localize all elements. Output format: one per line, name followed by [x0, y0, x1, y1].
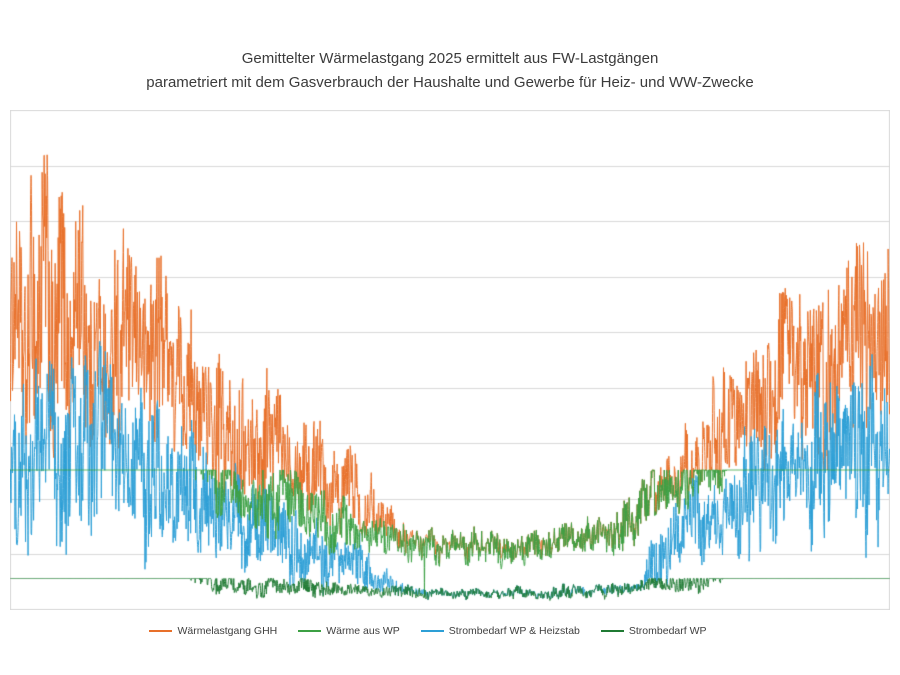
legend-marker-line	[149, 630, 173, 632]
plot-area	[10, 110, 890, 610]
legend-marker-line	[420, 630, 444, 632]
legend-marker-line	[600, 630, 624, 632]
legend-item: Wärme aus WP	[298, 625, 400, 637]
chart-title-line2: parametriert mit dem Gasverbrauch der Ha…	[146, 74, 754, 91]
legend-marker-line	[298, 630, 322, 632]
legend-item: Wärmelastgang GHH	[149, 625, 277, 637]
legend: Wärmelastgang GHH Wärme aus WP Strombedarf…	[0, 625, 878, 637]
legend-label: Wärmelastgang GHH	[177, 625, 278, 637]
legend-label: Strombedarf WP & Heizstab	[448, 625, 580, 637]
legend-item: Strombedarf WP & Heizstab	[420, 625, 580, 637]
chart-title: Gemittelter Wärmelastgang 2025 ermittelt…	[0, 47, 900, 95]
chart-canvas	[10, 110, 890, 610]
chart-title-line1: Gemittelter Wärmelastgang 2025 ermittelt…	[241, 50, 659, 67]
legend-label: Wärme aus WP	[326, 625, 400, 637]
legend-label: Strombedarf WP	[628, 625, 707, 637]
legend-item: Strombedarf WP	[600, 625, 707, 637]
